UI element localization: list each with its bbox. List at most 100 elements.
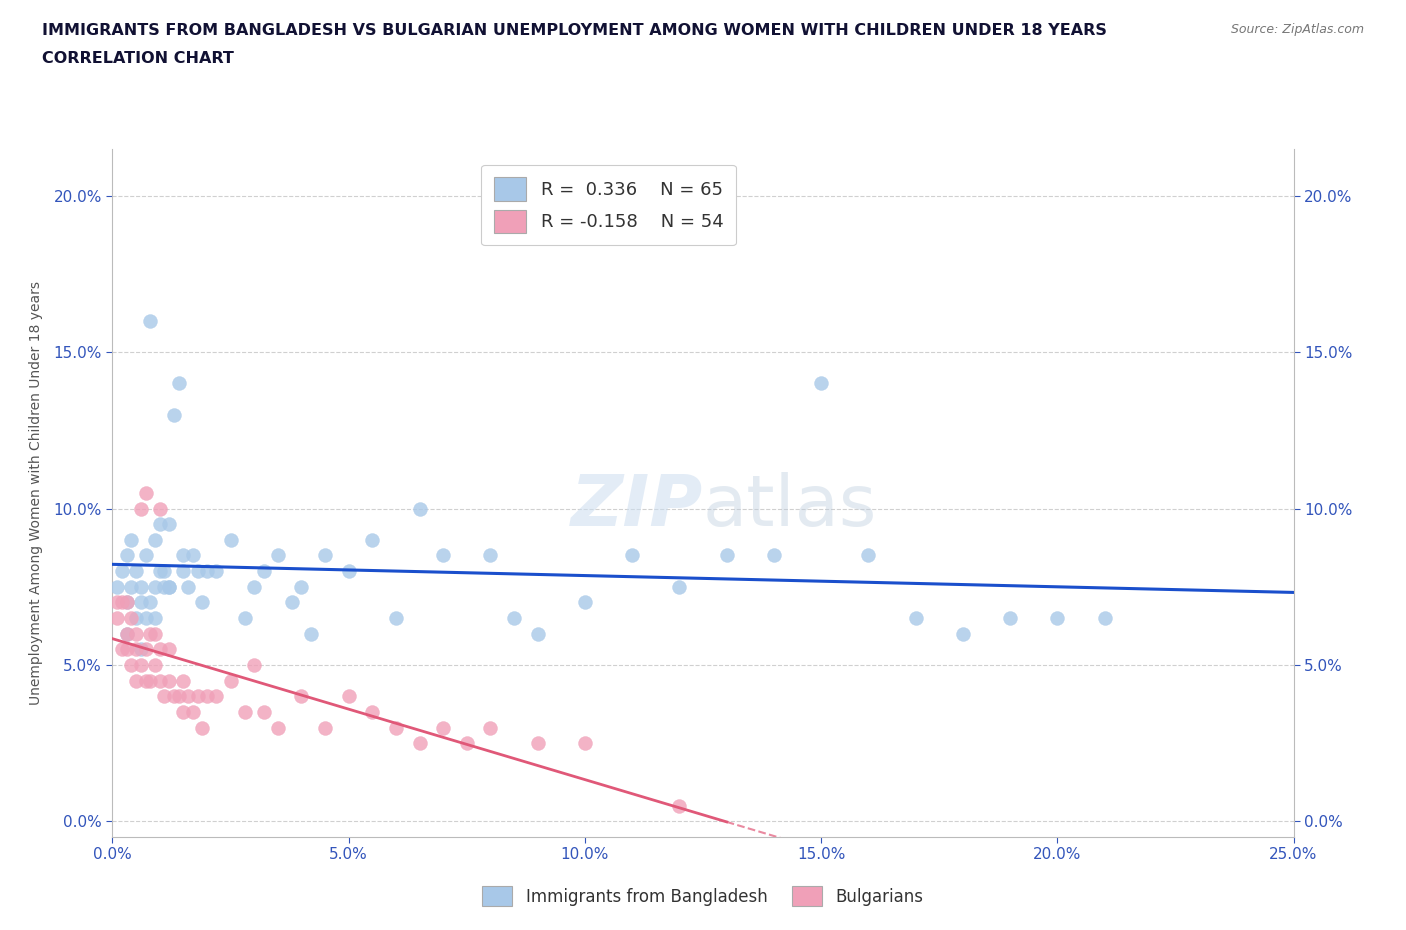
Point xyxy=(139,626,162,641)
Text: ZIP: ZIP xyxy=(571,472,703,541)
Point xyxy=(337,564,360,578)
Point xyxy=(290,579,312,594)
Point xyxy=(129,579,152,594)
Point xyxy=(716,548,738,563)
Point xyxy=(115,595,138,610)
Point xyxy=(904,611,927,626)
Y-axis label: Unemployment Among Women with Children Under 18 years: Unemployment Among Women with Children U… xyxy=(28,281,42,705)
Point xyxy=(432,548,454,563)
Point xyxy=(621,548,644,563)
Point xyxy=(129,501,152,516)
Point xyxy=(149,564,172,578)
Point xyxy=(172,548,194,563)
Point xyxy=(163,407,186,422)
Point xyxy=(105,595,128,610)
Point xyxy=(314,720,336,735)
Point xyxy=(157,517,180,532)
Text: CORRELATION CHART: CORRELATION CHART xyxy=(42,51,233,66)
Point xyxy=(361,532,384,547)
Point xyxy=(143,611,166,626)
Point xyxy=(120,611,142,626)
Point xyxy=(153,564,176,578)
Point xyxy=(191,595,214,610)
Point xyxy=(120,658,142,672)
Point xyxy=(129,658,152,672)
Point xyxy=(157,579,180,594)
Point xyxy=(115,595,138,610)
Point xyxy=(233,704,256,719)
Point xyxy=(157,642,180,657)
Point xyxy=(143,658,166,672)
Point xyxy=(157,579,180,594)
Point xyxy=(111,564,134,578)
Point xyxy=(1046,611,1069,626)
Point xyxy=(281,595,304,610)
Point xyxy=(125,642,148,657)
Point xyxy=(105,611,128,626)
Text: Source: ZipAtlas.com: Source: ZipAtlas.com xyxy=(1230,23,1364,36)
Point xyxy=(219,532,242,547)
Point xyxy=(139,595,162,610)
Point xyxy=(810,376,832,391)
Point xyxy=(503,611,526,626)
Point xyxy=(149,642,172,657)
Point xyxy=(762,548,785,563)
Point xyxy=(253,704,276,719)
Point xyxy=(243,579,266,594)
Point xyxy=(253,564,276,578)
Point xyxy=(479,720,502,735)
Point xyxy=(135,642,157,657)
Point xyxy=(157,673,180,688)
Point xyxy=(314,548,336,563)
Point xyxy=(177,689,200,704)
Point xyxy=(139,673,162,688)
Point xyxy=(149,501,172,516)
Point xyxy=(998,611,1021,626)
Point xyxy=(153,689,176,704)
Point xyxy=(135,485,157,500)
Point xyxy=(129,642,152,657)
Text: atlas: atlas xyxy=(703,472,877,541)
Point xyxy=(172,704,194,719)
Point xyxy=(186,564,208,578)
Point xyxy=(111,595,134,610)
Point xyxy=(337,689,360,704)
Point xyxy=(408,501,430,516)
Point xyxy=(181,548,204,563)
Point xyxy=(153,579,176,594)
Point xyxy=(139,313,162,328)
Point xyxy=(479,548,502,563)
Point xyxy=(233,611,256,626)
Point xyxy=(125,564,148,578)
Point xyxy=(115,548,138,563)
Point xyxy=(149,673,172,688)
Point xyxy=(243,658,266,672)
Point xyxy=(177,579,200,594)
Point xyxy=(668,579,690,594)
Point xyxy=(172,673,194,688)
Point xyxy=(205,689,228,704)
Point xyxy=(456,736,478,751)
Point xyxy=(167,376,190,391)
Point xyxy=(125,611,148,626)
Point xyxy=(143,532,166,547)
Point xyxy=(408,736,430,751)
Point xyxy=(111,642,134,657)
Point xyxy=(361,704,384,719)
Point xyxy=(191,720,214,735)
Point xyxy=(526,736,548,751)
Point xyxy=(186,689,208,704)
Point xyxy=(115,642,138,657)
Point xyxy=(181,704,204,719)
Text: IMMIGRANTS FROM BANGLADESH VS BULGARIAN UNEMPLOYMENT AMONG WOMEN WITH CHILDREN U: IMMIGRANTS FROM BANGLADESH VS BULGARIAN … xyxy=(42,23,1107,38)
Point xyxy=(135,673,157,688)
Point xyxy=(135,611,157,626)
Point xyxy=(432,720,454,735)
Legend: R =  0.336    N = 65, R = -0.158    N = 54: R = 0.336 N = 65, R = -0.158 N = 54 xyxy=(481,165,735,246)
Point xyxy=(290,689,312,704)
Point xyxy=(135,548,157,563)
Point xyxy=(526,626,548,641)
Point xyxy=(125,673,148,688)
Point xyxy=(668,798,690,813)
Legend: Immigrants from Bangladesh, Bulgarians: Immigrants from Bangladesh, Bulgarians xyxy=(475,880,931,912)
